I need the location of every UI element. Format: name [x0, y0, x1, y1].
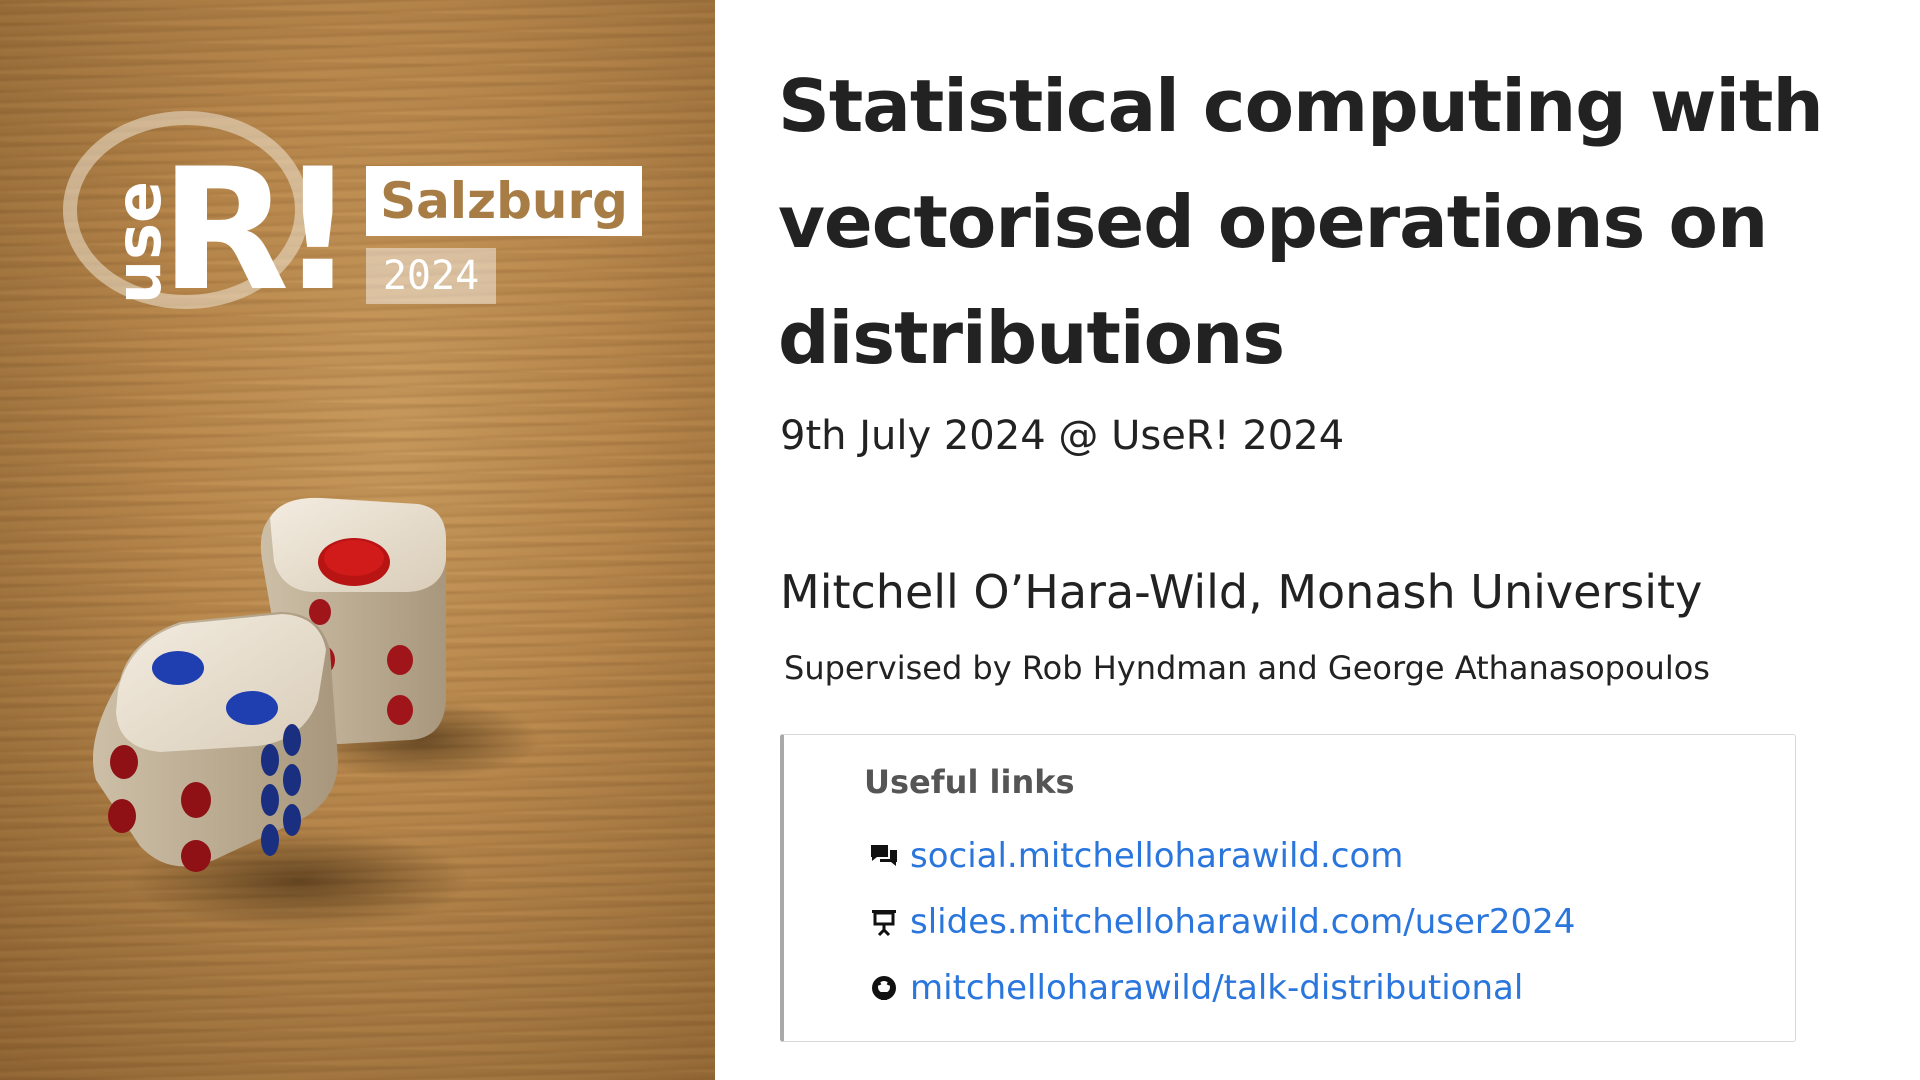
background-photo-dice: use R! Salzburg 2024 [0, 0, 715, 1080]
slide-subtitle: 9th July 2024 @ UseR! 2024 [780, 413, 1345, 459]
logo-r-mark: R! [160, 132, 356, 328]
logo-city-badge: Salzburg [366, 166, 642, 236]
logo-use-text: use [102, 181, 175, 304]
die-front [93, 612, 338, 872]
logo-year-text: 2024 [382, 253, 480, 299]
link-row-slides: slides.mitchelloharawild.com/user2024 [868, 897, 1575, 947]
chat-icon [868, 840, 900, 872]
link-row-social: social.mitchelloharawild.com [868, 831, 1403, 881]
logo-year-badge: 2024 [366, 248, 496, 304]
link-slides[interactable]: slides.mitchelloharawild.com/user2024 [910, 902, 1576, 942]
link-github[interactable]: mitchelloharawild/talk-distributional [910, 968, 1524, 1008]
logo-city-text: Salzburg [380, 172, 628, 230]
link-row-github: mitchelloharawild/talk-distributional [868, 963, 1523, 1013]
supervisors-line: Supervised by Rob Hyndman and George Ath… [784, 649, 1710, 687]
useful-links-heading: Useful links [864, 763, 1075, 801]
author-line: Mitchell O’Hara-Wild, Monash University [780, 565, 1703, 619]
user-logo: use [63, 111, 309, 309]
useful-links-callout: Useful links social.mitchelloharawild.co… [780, 734, 1796, 1042]
presentation-icon [868, 906, 900, 938]
github-icon [868, 972, 900, 1004]
dice-illustration: use [63, 111, 540, 930]
link-social[interactable]: social.mitchelloharawild.com [910, 836, 1404, 876]
slide-title: Statistical computing with vectorised op… [778, 64, 1824, 380]
